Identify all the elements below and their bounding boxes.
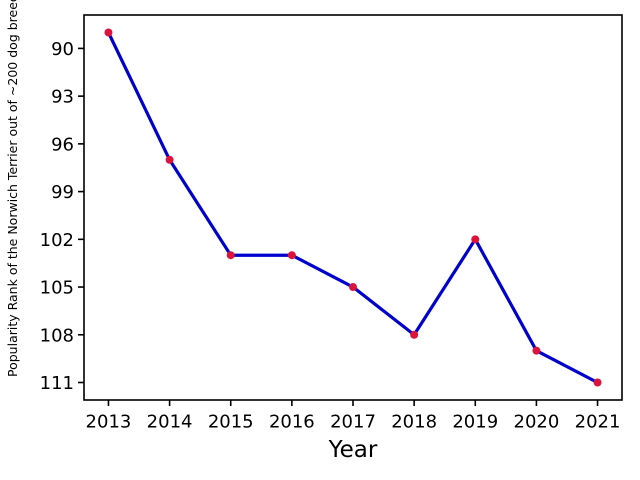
y-tick-label: 93	[51, 87, 74, 108]
data-point-marker	[226, 251, 235, 260]
x-tick-label: 2013	[86, 412, 132, 433]
x-tick-label: 2017	[330, 412, 376, 433]
x-tick-label: 2021	[575, 412, 621, 433]
x-tick-label: 2014	[147, 412, 193, 433]
x-tick-label: 2019	[452, 412, 498, 433]
y-tick-label: 105	[40, 278, 74, 299]
x-tick-label: 2020	[514, 412, 560, 433]
x-tick-label: 2015	[208, 412, 254, 433]
data-point-marker	[471, 235, 480, 244]
data-point-marker	[287, 251, 296, 260]
data-point-marker	[410, 330, 419, 339]
x-tick-label: 2018	[391, 412, 437, 433]
x-axis-title: Year	[328, 437, 378, 463]
x-tick-label: 2016	[269, 412, 315, 433]
y-axis-title: Popularity Rank of the Norwich Terrier o…	[5, 0, 20, 377]
data-point-marker	[104, 28, 113, 37]
data-point-marker	[593, 378, 602, 387]
data-point-marker	[349, 283, 357, 292]
data-point-marker	[532, 346, 541, 355]
y-tick-label: 102	[40, 230, 74, 251]
y-tick-label: 90	[51, 39, 74, 60]
y-tick-label: 99	[51, 182, 74, 203]
y-tick-label: 96	[51, 134, 74, 155]
data-point-marker	[165, 155, 174, 164]
y-tick-label: 111	[40, 373, 74, 394]
axes-spines	[83, 14, 623, 401]
y-tick-label: 108	[40, 325, 74, 346]
